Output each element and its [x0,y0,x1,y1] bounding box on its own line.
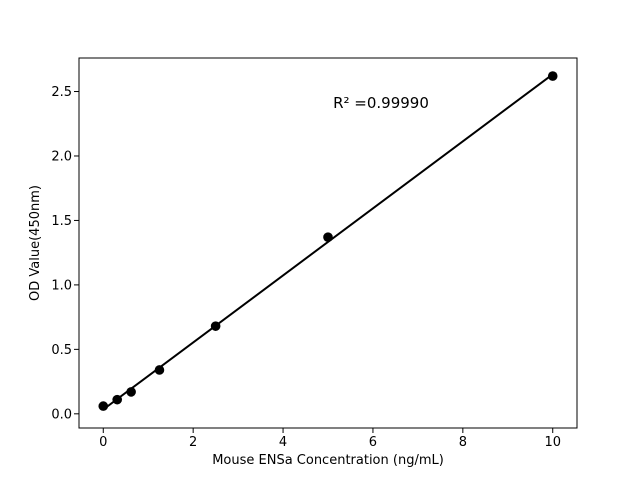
y-tick-label: 1.5 [51,214,72,229]
y-tick-label: 2.0 [51,149,72,164]
y-tick-label: 1.0 [51,278,72,293]
x-tick-label: 0 [99,435,107,450]
x-tick-label: 10 [544,435,561,450]
x-tick-label: 6 [369,435,377,450]
data-point [210,321,221,331]
data-point [154,365,165,375]
r-squared-annotation: R² =0.99990 [333,94,429,112]
y-tick-label: 0.5 [51,343,72,358]
y-tick-label: 2.5 [51,85,72,100]
plot-area: 0 2 4 6 8 10 0.0 0.5 1.0 1.5 2.0 2.5 [51,57,578,450]
x-axis-label: Mouse ENSa Concentration (ng/mL) [212,453,444,468]
data-point [126,387,136,397]
y-tick-label: 0.0 [51,407,72,422]
x-tick-label: 2 [189,435,197,450]
data-point [98,401,109,411]
x-tick-label: 8 [459,435,467,450]
y-axis-label: OD Value(450nm) [28,185,43,301]
data-point [547,71,558,81]
data-point [112,394,123,405]
plot-frame [78,57,578,429]
data-point [323,232,333,242]
x-tick-label: 4 [279,435,287,450]
